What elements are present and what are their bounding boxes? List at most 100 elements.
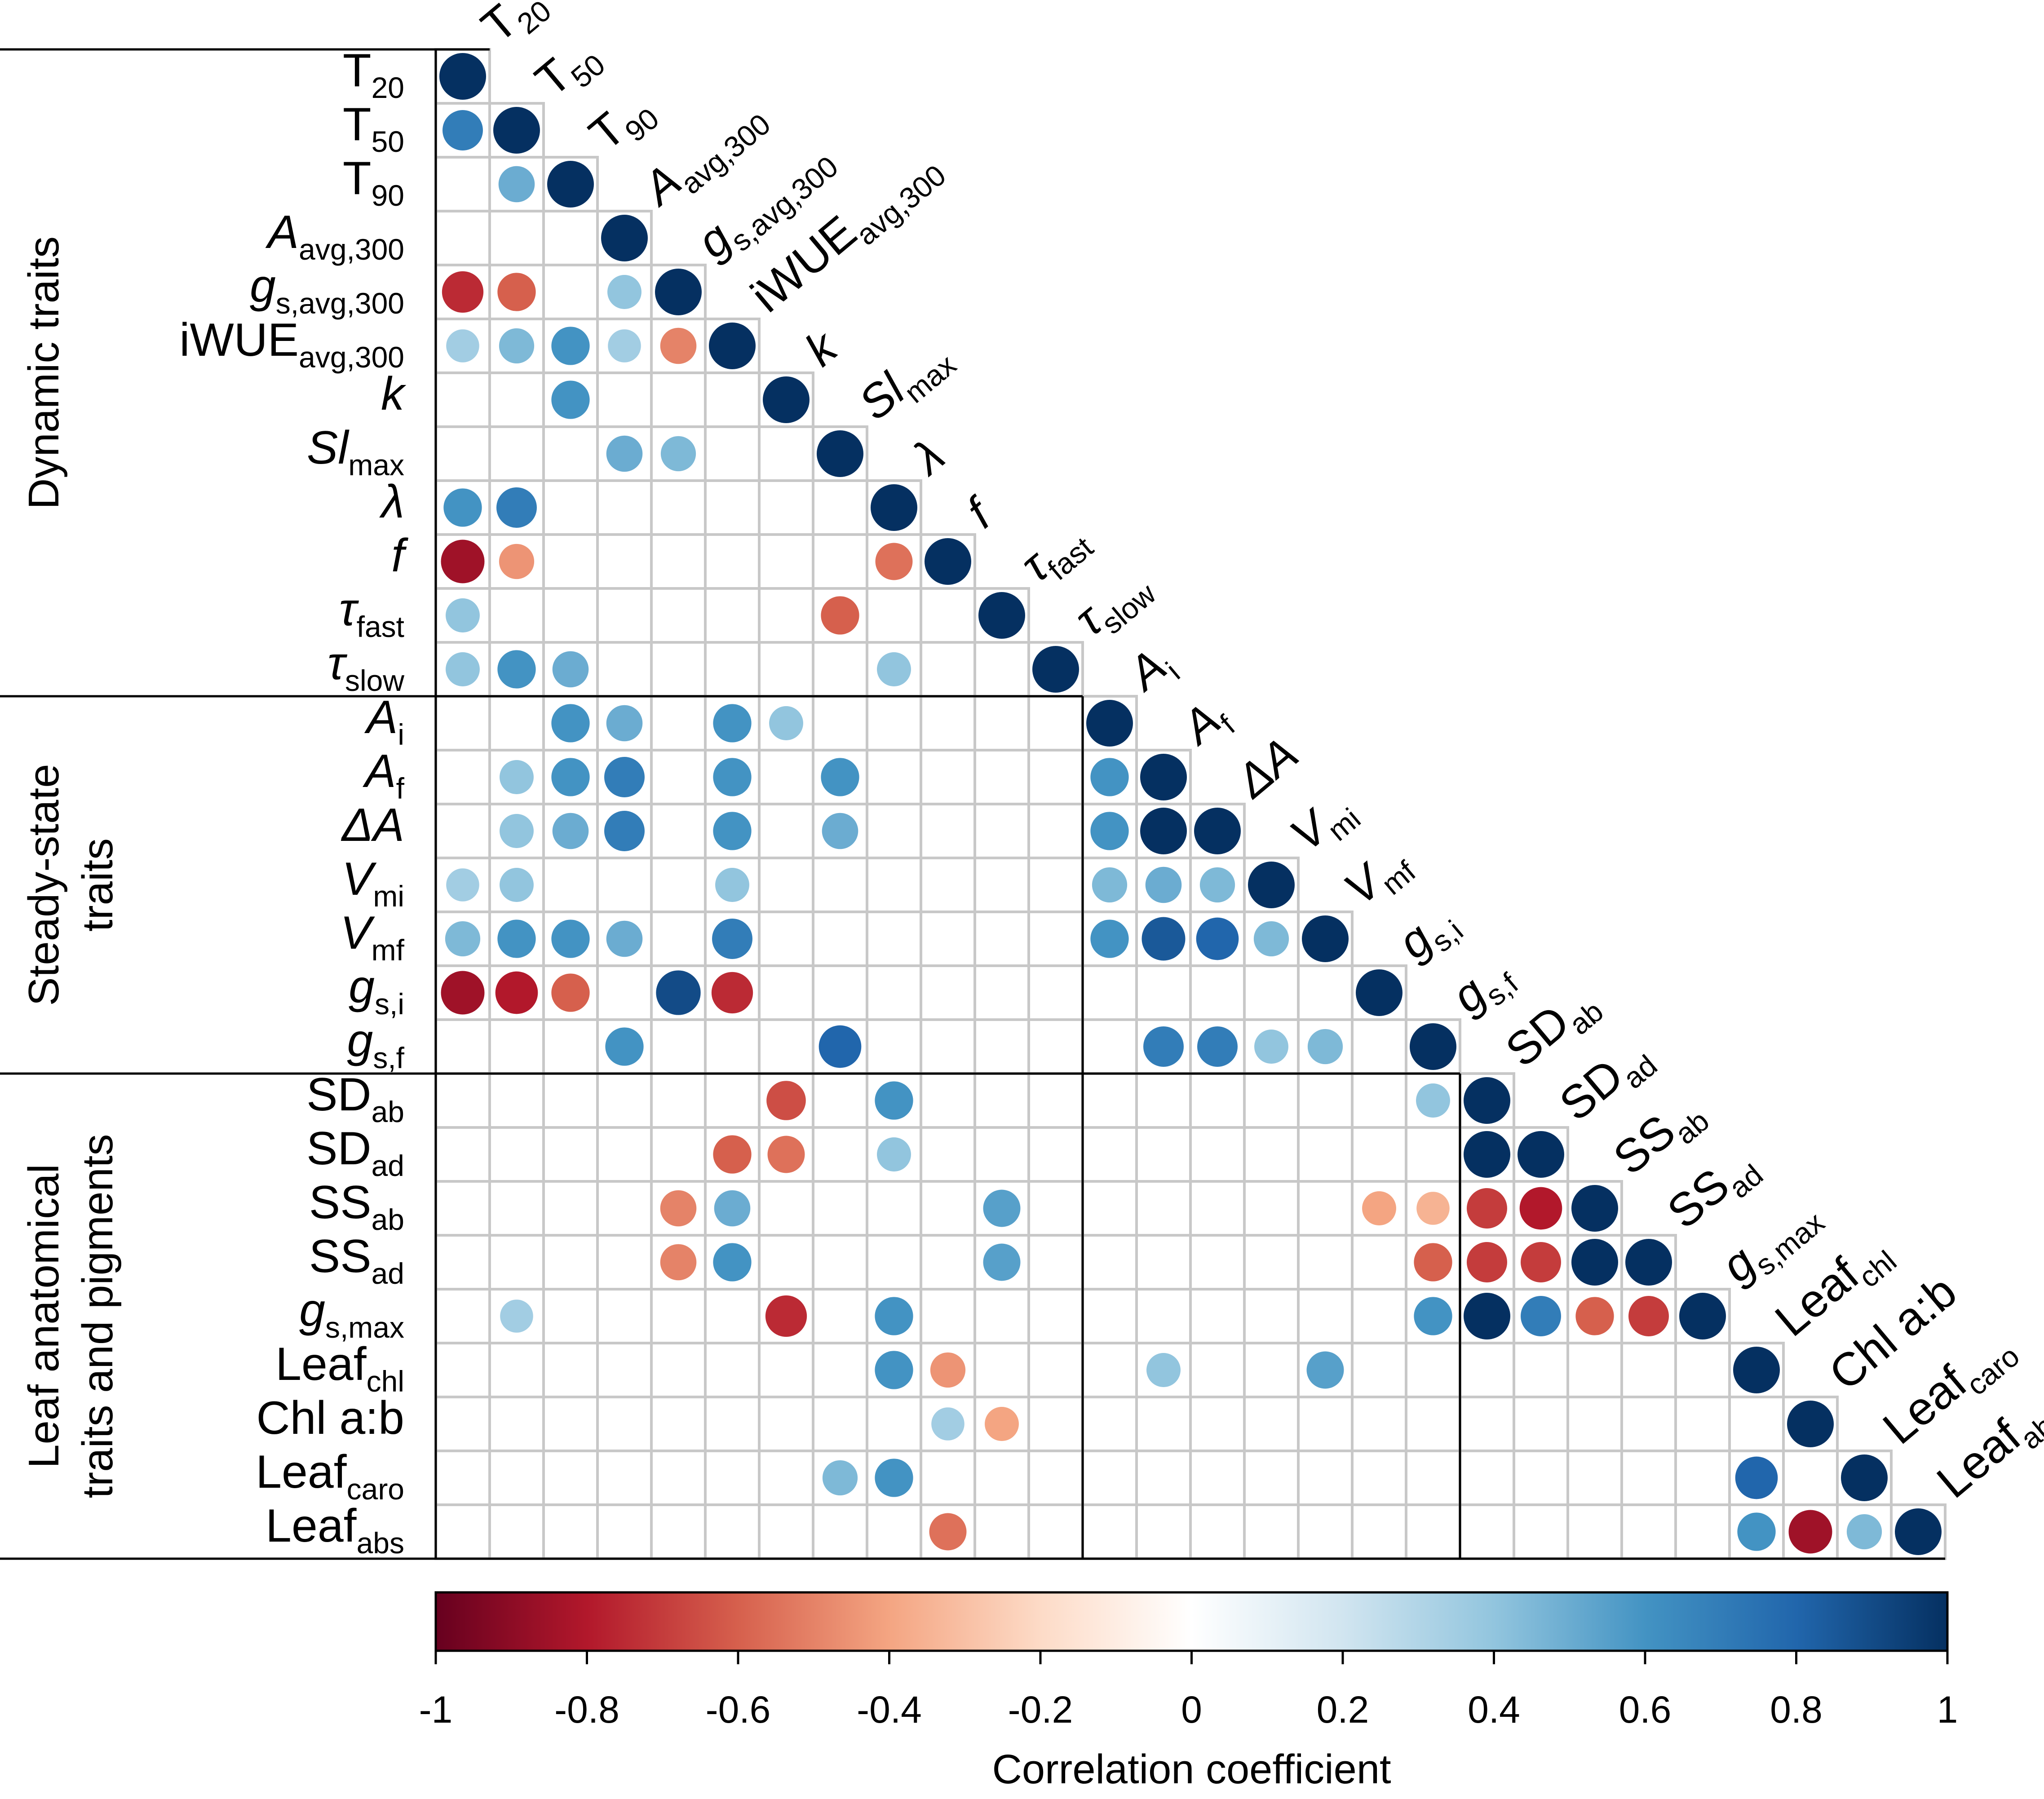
grid-cell — [973, 641, 1030, 698]
correlation-circle — [552, 813, 589, 849]
column-label-base: A — [632, 155, 691, 216]
grid-cell — [542, 425, 599, 482]
grid-cell — [434, 1126, 491, 1183]
column-label-base: Leaf — [1927, 1410, 2031, 1508]
grid-cell — [596, 371, 653, 428]
grid-cell — [704, 371, 761, 428]
grid-cell — [1297, 1180, 1354, 1237]
row-label-subscript: f — [396, 772, 405, 805]
grid-cell — [1513, 1450, 1569, 1506]
grid-cell — [920, 1180, 976, 1237]
correlation-circle — [714, 1190, 751, 1227]
correlation-circle — [875, 1459, 913, 1497]
grid-cell — [542, 1396, 599, 1452]
group-label: traits — [74, 838, 122, 932]
grid-cell — [1351, 1450, 1407, 1506]
colorbar-tick-label: 0.6 — [1619, 1688, 1672, 1731]
grid-cell — [1189, 1342, 1246, 1398]
grid-cell — [812, 1288, 868, 1344]
correlation-circle — [1146, 1353, 1181, 1387]
grid-cell — [650, 1450, 707, 1506]
row-label-subscript: avg,300 — [299, 340, 404, 374]
row-label-base: Leaf — [265, 1500, 357, 1552]
grid-cell — [596, 533, 653, 590]
correlation-circle — [1841, 1454, 1888, 1501]
grid-cell — [866, 587, 922, 644]
grid-cell — [1620, 1342, 1677, 1398]
grid-cell — [434, 1503, 491, 1560]
grid-cell — [920, 1018, 976, 1075]
row-label: ΔA — [341, 799, 404, 851]
grid-cell — [650, 857, 707, 913]
grid-cell — [812, 857, 868, 913]
correlation-circle — [552, 651, 589, 688]
grid-cell — [973, 695, 1030, 751]
grid-cell — [758, 1396, 814, 1452]
column-label: gs,f — [1442, 946, 1525, 1029]
grid-cell — [1189, 1396, 1246, 1452]
grid-cell — [542, 1018, 599, 1075]
grid-cell — [812, 1342, 868, 1398]
correlation-circle — [931, 1407, 964, 1441]
correlation-circle — [660, 1244, 697, 1281]
grid-cell — [758, 479, 814, 536]
correlation-circle — [656, 970, 701, 1015]
grid-cell — [973, 1450, 1030, 1506]
correlation-circle — [495, 971, 538, 1014]
correlation-circle — [1464, 1077, 1510, 1124]
grid-cell — [920, 911, 976, 967]
grid-cell — [758, 641, 814, 698]
grid-cell — [704, 1503, 761, 1560]
correlation-circle — [442, 271, 484, 313]
colorbar-tick-label: -0.6 — [706, 1688, 771, 1731]
row-label-base: T — [343, 152, 372, 204]
colorbar-gradient — [434, 1591, 1949, 1652]
grid-cell — [488, 1234, 545, 1291]
correlation-circle — [439, 53, 486, 100]
correlation-circle — [441, 971, 485, 1015]
row-label: Chl a:b — [256, 1392, 404, 1444]
grid-cell — [1243, 964, 1300, 1021]
grid-cell — [920, 587, 976, 644]
correlation-circle — [604, 757, 645, 797]
grid-cell — [812, 479, 868, 536]
grid-cell — [1027, 1072, 1084, 1129]
correlation-circle — [930, 1352, 966, 1388]
row-label: T20 — [343, 44, 404, 104]
grid-cell — [758, 1342, 814, 1398]
grid-cell — [1027, 911, 1084, 967]
correlation-circle — [1092, 867, 1128, 903]
row-label-base: g — [349, 961, 375, 1013]
grid-cell — [434, 1018, 491, 1075]
grid-cell — [866, 1396, 922, 1452]
grid-cell — [1243, 1234, 1300, 1291]
row-label-subscript: 20 — [372, 71, 404, 104]
correlation-circle — [660, 1190, 697, 1227]
grid-cell — [1243, 1126, 1300, 1183]
grid-cell — [434, 156, 491, 212]
grid-cell — [1027, 1018, 1084, 1075]
column-label: Vmi — [1280, 781, 1367, 867]
correlation-circle — [983, 1189, 1021, 1227]
grid-cell — [866, 803, 922, 859]
grid-cell — [1189, 1288, 1246, 1344]
column-label-base: SD — [1550, 1049, 1633, 1131]
grid-cell — [434, 1288, 491, 1344]
grid-cell — [1297, 1450, 1354, 1506]
grid-cell — [1297, 1288, 1354, 1344]
correlation-circle — [1194, 808, 1241, 854]
column-label: gs,i — [1388, 893, 1469, 975]
correlation-circle — [446, 868, 479, 902]
colorbar-tick-label: 1 — [1937, 1688, 1958, 1731]
grid-cell — [488, 1503, 545, 1560]
correlation-circle — [1196, 917, 1239, 960]
row-label-base: SD — [306, 1123, 371, 1175]
grid-cell — [1135, 1072, 1192, 1129]
colorbar-tick-label: 0 — [1181, 1688, 1202, 1731]
colorbar: -1 -0.8 -0.6 -0.4 -0.2 0 0.2 0.4 0.6 0.8 1 Correlat… — [419, 1591, 1958, 1792]
grid-cell — [650, 641, 707, 698]
grid-cell — [812, 1180, 868, 1237]
row-label: Vmi — [342, 853, 404, 913]
grid-cell — [650, 371, 707, 428]
correlation-circle — [983, 1243, 1021, 1281]
